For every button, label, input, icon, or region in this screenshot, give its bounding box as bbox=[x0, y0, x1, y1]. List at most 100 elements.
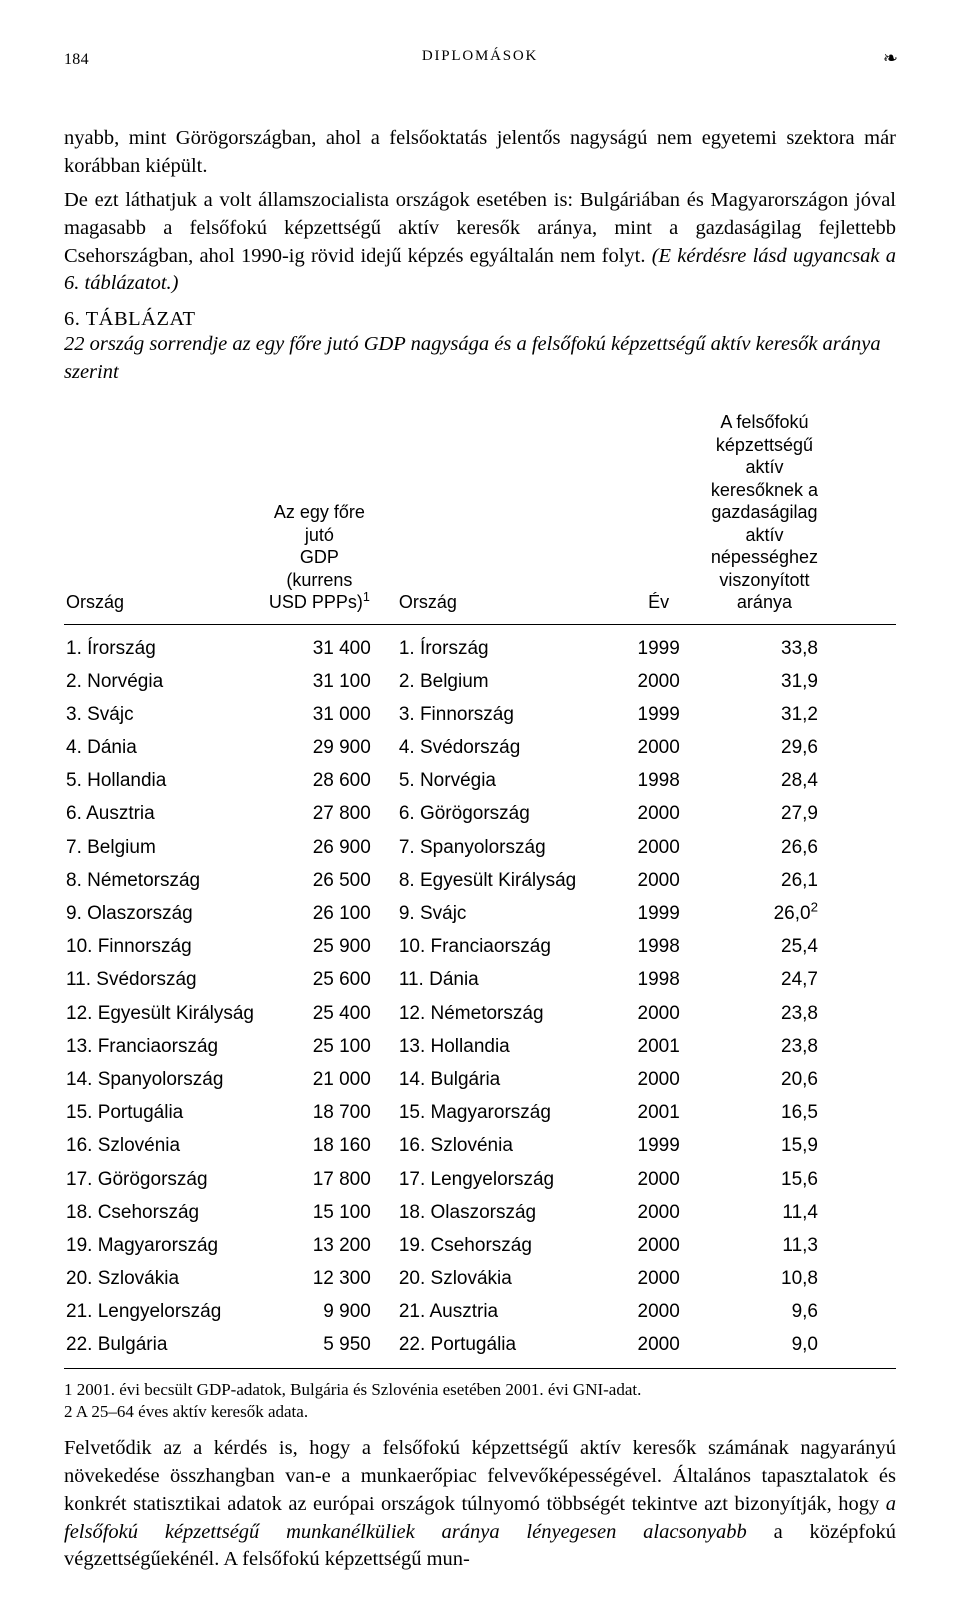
cell-ratio: 29,6 bbox=[709, 731, 896, 764]
cell-ratio: 24,7 bbox=[709, 963, 896, 996]
page-number: 184 bbox=[64, 51, 89, 69]
cell-gdp: 29 900 bbox=[266, 731, 397, 764]
cell-ratio: 26,6 bbox=[709, 831, 896, 864]
cell-country-a: 4. Dánia bbox=[64, 731, 266, 764]
cell-gdp: 17 800 bbox=[266, 1162, 397, 1195]
cell-ratio: 20,6 bbox=[709, 1063, 896, 1096]
gdp-table: Ország Az egy főre jutóGDP (kurrensUSD P… bbox=[64, 407, 896, 1369]
cell-country-b: 6. Görögország bbox=[397, 797, 609, 830]
cell-country-a: 21. Lengyelország bbox=[64, 1295, 266, 1328]
cell-year: 1999 bbox=[608, 897, 708, 930]
cell-country-b: 9. Svájc bbox=[397, 897, 609, 930]
table-row: 18. Csehország15 10018. Olaszország20001… bbox=[64, 1196, 896, 1229]
table-row: 19. Magyarország13 20019. Csehország2000… bbox=[64, 1229, 896, 1262]
cell-country-a: 22. Bulgária bbox=[64, 1328, 266, 1369]
cell-country-a: 19. Magyarország bbox=[64, 1229, 266, 1262]
cell-gdp: 27 800 bbox=[266, 797, 397, 830]
page-header: 184 DIPLOMÁSOK ❧ bbox=[64, 48, 896, 69]
cell-gdp: 28 600 bbox=[266, 764, 397, 797]
th-year: Év bbox=[608, 407, 708, 624]
cell-country-b: 7. Spanyolország bbox=[397, 831, 609, 864]
cell-country-a: 7. Belgium bbox=[64, 831, 266, 864]
table-caption: 22 ország sorrendje az egy főre jutó GDP… bbox=[64, 331, 896, 387]
cell-year: 2000 bbox=[608, 665, 708, 698]
cell-ratio: 33,8 bbox=[709, 624, 896, 665]
cell-country-b: 22. Portugália bbox=[397, 1328, 609, 1369]
cell-gdp: 18 700 bbox=[266, 1096, 397, 1129]
cell-year: 2000 bbox=[608, 1295, 708, 1328]
cell-country-a: 18. Csehország bbox=[64, 1196, 266, 1229]
table-label: 6. TÁBLÁZAT bbox=[64, 308, 896, 331]
table-row: 13. Franciaország25 10013. Hollandia2001… bbox=[64, 1030, 896, 1063]
table-row: 14. Spanyolország21 00014. Bulgária20002… bbox=[64, 1063, 896, 1096]
table-row: 8. Németország26 5008. Egyesült Királysá… bbox=[64, 864, 896, 897]
cell-country-a: 9. Olaszország bbox=[64, 897, 266, 930]
cell-year: 2000 bbox=[608, 1063, 708, 1096]
cell-gdp: 31 100 bbox=[266, 665, 397, 698]
cell-gdp: 26 500 bbox=[266, 864, 397, 897]
cell-year: 2000 bbox=[608, 831, 708, 864]
cell-country-a: 1. Írország bbox=[64, 624, 266, 665]
cell-year: 2001 bbox=[608, 1096, 708, 1129]
cell-ratio: 25,4 bbox=[709, 930, 896, 963]
chapter-title: DIPLOMÁSOK bbox=[422, 48, 538, 65]
cell-ratio: 26,02 bbox=[709, 897, 896, 930]
table-row: 6. Ausztria27 8006. Görögország200027,9 bbox=[64, 797, 896, 830]
cell-country-b: 14. Bulgária bbox=[397, 1063, 609, 1096]
table-row: 1. Írország31 4001. Írország199933,8 bbox=[64, 624, 896, 665]
cell-year: 1998 bbox=[608, 963, 708, 996]
cell-gdp: 26 900 bbox=[266, 831, 397, 864]
table-row: 22. Bulgária5 95022. Portugália20009,0 bbox=[64, 1328, 896, 1369]
cell-ratio: 9,0 bbox=[709, 1328, 896, 1369]
cell-year: 2000 bbox=[608, 731, 708, 764]
cell-country-b: 21. Ausztria bbox=[397, 1295, 609, 1328]
cell-year: 1999 bbox=[608, 698, 708, 731]
cell-gdp: 9 900 bbox=[266, 1295, 397, 1328]
table-row: 21. Lengyelország9 90021. Ausztria20009,… bbox=[64, 1295, 896, 1328]
cell-ratio: 26,1 bbox=[709, 864, 896, 897]
cell-gdp: 18 160 bbox=[266, 1129, 397, 1162]
table-row: 16. Szlovénia18 16016. Szlovénia199915,9 bbox=[64, 1129, 896, 1162]
cell-country-a: 10. Finnország bbox=[64, 930, 266, 963]
document-page: 184 DIPLOMÁSOK ❧ nyabb, mint Görögország… bbox=[0, 0, 960, 1614]
th-country-a: Ország bbox=[64, 407, 266, 624]
cell-country-b: 16. Szlovénia bbox=[397, 1129, 609, 1162]
cell-ratio: 31,2 bbox=[709, 698, 896, 731]
cell-country-b: 4. Svédország bbox=[397, 731, 609, 764]
cell-country-b: 3. Finnország bbox=[397, 698, 609, 731]
cell-gdp: 5 950 bbox=[266, 1328, 397, 1369]
cell-country-a: 2. Norvégia bbox=[64, 665, 266, 698]
cell-ratio: 11,4 bbox=[709, 1196, 896, 1229]
table-row: 3. Svájc31 0003. Finnország199931,2 bbox=[64, 698, 896, 731]
cell-gdp: 31 400 bbox=[266, 624, 397, 665]
cell-year: 1998 bbox=[608, 930, 708, 963]
table-row: 9. Olaszország26 1009. Svájc199926,02 bbox=[64, 897, 896, 930]
intro-paragraph: nyabb, mint Görögországban, ahol a felső… bbox=[64, 125, 896, 181]
cell-gdp: 31 000 bbox=[266, 698, 397, 731]
cell-year: 2000 bbox=[608, 1196, 708, 1229]
cell-country-a: 20. Szlovákia bbox=[64, 1262, 266, 1295]
cell-country-b: 20. Szlovákia bbox=[397, 1262, 609, 1295]
cell-gdp: 13 200 bbox=[266, 1229, 397, 1262]
cell-ratio: 10,8 bbox=[709, 1262, 896, 1295]
cell-country-a: 13. Franciaország bbox=[64, 1030, 266, 1063]
table-body: 1. Írország31 4001. Írország199933,82. N… bbox=[64, 624, 896, 1369]
table-header: Ország Az egy főre jutóGDP (kurrensUSD P… bbox=[64, 407, 896, 624]
cell-year: 1999 bbox=[608, 1129, 708, 1162]
table-row: 15. Portugália18 70015. Magyarország2001… bbox=[64, 1096, 896, 1129]
cell-country-b: 5. Norvégia bbox=[397, 764, 609, 797]
table-row: 5. Hollandia28 6005. Norvégia199828,4 bbox=[64, 764, 896, 797]
cell-country-b: 19. Csehország bbox=[397, 1229, 609, 1262]
table-row: 17. Görögország17 80017. Lengyelország20… bbox=[64, 1162, 896, 1195]
cell-ratio: 23,8 bbox=[709, 1030, 896, 1063]
cell-country-a: 17. Görögország bbox=[64, 1162, 266, 1195]
cell-ratio: 28,4 bbox=[709, 764, 896, 797]
cell-gdp: 25 400 bbox=[266, 996, 397, 1029]
cell-country-b: 13. Hollandia bbox=[397, 1030, 609, 1063]
cell-gdp: 25 100 bbox=[266, 1030, 397, 1063]
footnote-2: 2 A 25–64 éves aktív keresők adata. bbox=[64, 1401, 896, 1423]
cell-ratio: 23,8 bbox=[709, 996, 896, 1029]
cell-ratio: 15,6 bbox=[709, 1162, 896, 1195]
cell-year: 2000 bbox=[608, 1162, 708, 1195]
table-row: 12. Egyesült Királyság25 40012. Németors… bbox=[64, 996, 896, 1029]
